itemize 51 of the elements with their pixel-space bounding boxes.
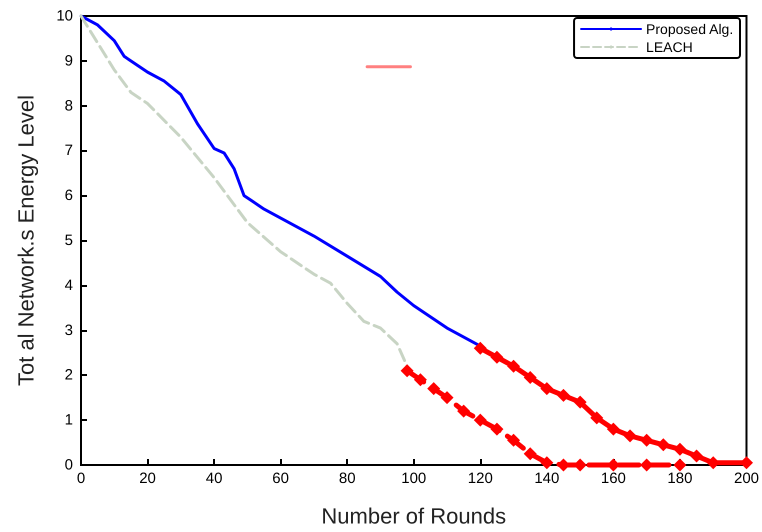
y-tick-label: 9 bbox=[64, 52, 73, 70]
legend-label: Proposed Alg. bbox=[646, 21, 734, 37]
point bbox=[474, 342, 487, 355]
legend-label: LEACH bbox=[646, 39, 693, 55]
x-tick-label: 80 bbox=[338, 470, 356, 487]
x-tick-label: 180 bbox=[667, 470, 692, 487]
x-tick-label: 100 bbox=[401, 470, 426, 487]
y-tick-label: 0 bbox=[64, 456, 73, 474]
point bbox=[414, 373, 427, 386]
x-tick-label: 120 bbox=[468, 470, 493, 487]
point bbox=[490, 350, 504, 364]
y-tick-label: 8 bbox=[64, 97, 73, 114]
point bbox=[457, 404, 470, 418]
point bbox=[640, 434, 654, 447]
y-axis-title: Tot al Network.s Energy Level bbox=[14, 94, 38, 386]
y-tick-label: 7 bbox=[64, 142, 73, 160]
point bbox=[540, 456, 554, 470]
x-tick-label: 40 bbox=[206, 470, 222, 487]
point bbox=[540, 382, 554, 396]
point bbox=[400, 364, 414, 378]
x-tick-label: 140 bbox=[534, 470, 560, 487]
point bbox=[656, 438, 670, 452]
x-tick-label: 200 bbox=[734, 470, 759, 487]
point bbox=[524, 370, 537, 384]
point bbox=[490, 422, 504, 436]
x-tick-label: 60 bbox=[272, 470, 289, 487]
y-tick-label: 1 bbox=[64, 412, 73, 429]
x-axis-title: Number of Rounds bbox=[321, 504, 506, 528]
point bbox=[440, 391, 454, 404]
point bbox=[690, 450, 704, 463]
point bbox=[673, 458, 686, 472]
x-tick-label: 20 bbox=[139, 470, 156, 487]
point bbox=[624, 429, 637, 442]
point bbox=[507, 434, 520, 447]
x-tick-label: 0 bbox=[76, 470, 86, 487]
y-tick-label: 2 bbox=[64, 366, 73, 384]
point bbox=[673, 442, 686, 456]
y-tick-label: 4 bbox=[64, 276, 73, 294]
point bbox=[524, 447, 537, 460]
point bbox=[590, 411, 604, 424]
point bbox=[507, 360, 520, 373]
y-tick-label: 10 bbox=[56, 8, 73, 24]
y-tick-label: 3 bbox=[64, 322, 73, 339]
y-tick-label: 6 bbox=[64, 187, 73, 204]
point bbox=[574, 396, 587, 409]
x-tick-label: 160 bbox=[600, 470, 626, 487]
point bbox=[556, 388, 570, 402]
point bbox=[474, 414, 487, 427]
point bbox=[606, 422, 620, 436]
point bbox=[427, 382, 440, 396]
y-tick-label: 5 bbox=[64, 232, 73, 249]
